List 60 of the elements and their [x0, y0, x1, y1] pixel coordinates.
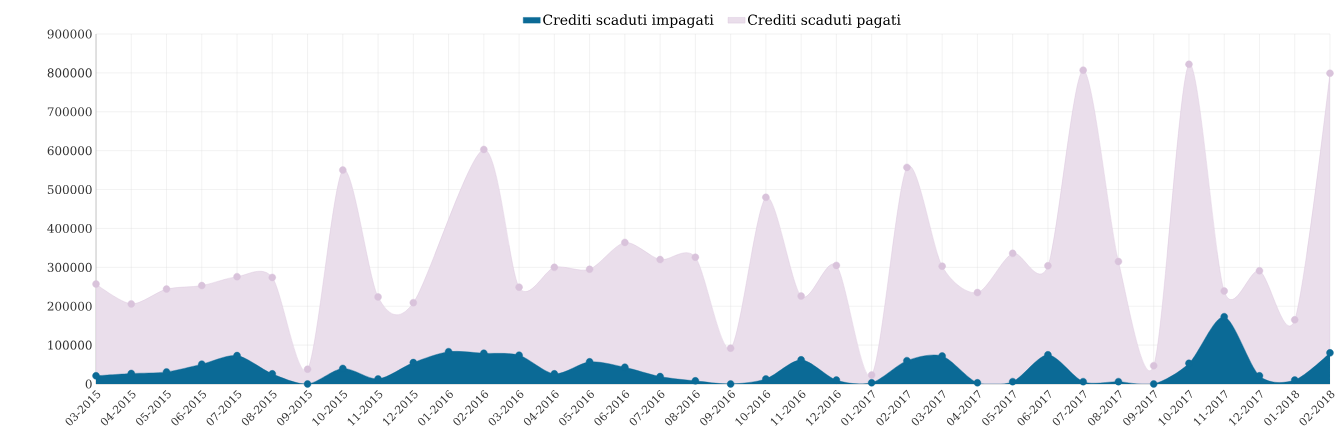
point [691, 377, 700, 385]
point [1291, 376, 1299, 384]
point [973, 379, 982, 387]
y-tick-label: 500000 [47, 185, 92, 195]
point [1150, 362, 1158, 370]
y-tick-label: 900000 [47, 29, 92, 39]
point [585, 265, 594, 273]
point [515, 283, 523, 291]
point [656, 255, 664, 264]
point [1114, 377, 1123, 386]
point [339, 166, 347, 174]
point [1079, 66, 1087, 74]
point [1326, 349, 1334, 357]
point [726, 344, 735, 352]
point [903, 163, 911, 172]
y-tick-label: 200000 [47, 301, 92, 311]
point [1079, 377, 1087, 386]
point [303, 380, 312, 388]
point [92, 372, 100, 380]
point [303, 365, 312, 373]
point [938, 262, 946, 270]
point [374, 293, 382, 301]
point [797, 292, 805, 300]
point [1326, 69, 1334, 77]
point [480, 145, 488, 154]
point [832, 261, 841, 270]
legend-label: Crediti scaduti pagati [748, 14, 901, 28]
point [1150, 380, 1158, 388]
point [198, 281, 206, 290]
point [1114, 257, 1123, 266]
y-tick-label: 400000 [47, 223, 92, 233]
point [621, 238, 629, 247]
point [268, 273, 276, 282]
point [233, 272, 241, 281]
y-tick-label: 800000 [47, 68, 92, 78]
point [973, 288, 982, 297]
point [1220, 287, 1228, 295]
point [1008, 377, 1017, 386]
point [1291, 316, 1299, 324]
point [409, 299, 418, 307]
point [867, 371, 876, 379]
point [867, 379, 876, 387]
y-tick-label: 600000 [47, 146, 92, 156]
point [1255, 267, 1264, 275]
point [762, 193, 770, 202]
y-tick-label: 300000 [47, 262, 92, 272]
point [726, 380, 735, 388]
point [127, 300, 135, 308]
point [1044, 262, 1052, 270]
y-tick-label: 0 [85, 379, 92, 389]
point [92, 280, 100, 288]
point [1008, 249, 1017, 258]
point [832, 376, 841, 384]
point [162, 285, 171, 293]
point [691, 253, 700, 261]
point [1185, 60, 1193, 69]
y-tick-label: 700000 [47, 107, 92, 117]
point [550, 263, 559, 272]
legend-label: Crediti scaduti impagati [543, 14, 714, 28]
y-tick-label: 100000 [48, 340, 92, 350]
